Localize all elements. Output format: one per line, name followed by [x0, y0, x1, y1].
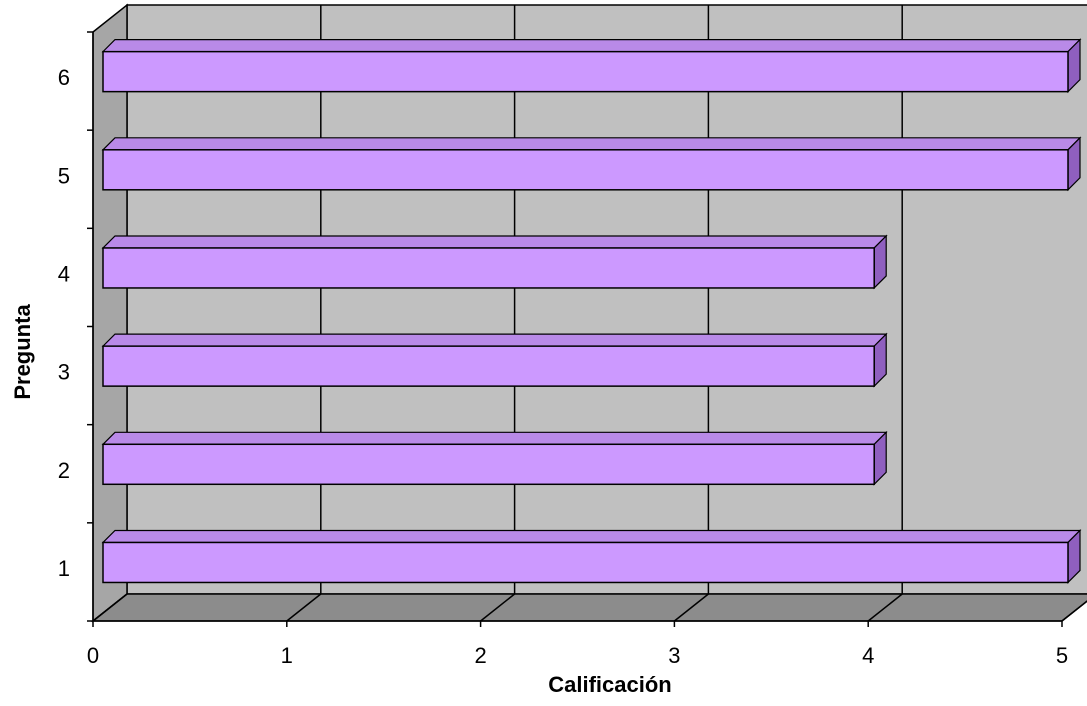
bar-top-2 — [101, 431, 888, 445]
y-axis-title: Pregunta — [10, 304, 35, 400]
x-tick-label-3: 3 — [668, 643, 680, 668]
floor-line-3 — [673, 593, 709, 622]
grid-lines — [92, 5, 1087, 622]
bar-top-4 — [101, 235, 888, 249]
floor — [90, 593, 1087, 622]
bar-top-1 — [101, 529, 1082, 544]
bar-top-5 — [101, 137, 1082, 151]
y-tick-label-6: 6 — [58, 65, 70, 90]
bars — [101, 38, 1082, 584]
x-tick-label-1: 1 — [281, 643, 293, 668]
chart-walls — [90, 3, 1087, 623]
bar-front-5 — [102, 149, 1069, 191]
axes — [87, 31, 1063, 627]
y-tick-label-3: 3 — [58, 360, 70, 385]
x-tick-label-5: 5 — [1056, 643, 1068, 668]
y-tick-label-2: 2 — [58, 458, 70, 483]
side-wall — [92, 3, 128, 623]
floor-line-5 — [1061, 600, 1087, 622]
x-tick-label-0: 0 — [87, 643, 99, 668]
y-tick-label-4: 4 — [58, 261, 70, 286]
bar-front-2 — [102, 443, 875, 486]
bar-top-3 — [101, 333, 888, 347]
x-tick-label-2: 2 — [474, 643, 486, 668]
floor-line-0 — [92, 593, 128, 622]
bar-5 — [101, 136, 1082, 192]
back-wall — [126, 4, 1087, 595]
y-tick-label-1: 1 — [58, 556, 70, 581]
x-axis-title: Calificación — [548, 672, 671, 697]
bar-1 — [101, 529, 1082, 584]
y-tick-label-5: 5 — [58, 163, 70, 188]
bar-front-6 — [102, 50, 1069, 93]
floor-line-4 — [867, 593, 903, 622]
bar-3 — [101, 332, 888, 388]
tick-labels: 0 1 2 3 4 5 1 2 3 4 5 6 — [58, 65, 1068, 668]
floor-line-1 — [286, 593, 322, 622]
x-tick-label-4: 4 — [862, 643, 874, 668]
bar-front-3 — [102, 345, 875, 387]
bar-2 — [101, 430, 888, 486]
floor-line-2 — [480, 593, 516, 622]
bar-front-4 — [102, 247, 875, 289]
bar-6 — [101, 38, 1082, 94]
bar-front-1 — [102, 541, 1069, 584]
bar-top-6 — [101, 39, 1082, 53]
bar-4 — [101, 234, 888, 290]
